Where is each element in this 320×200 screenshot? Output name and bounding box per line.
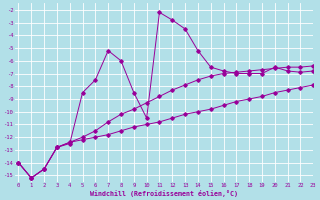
X-axis label: Windchill (Refroidissement éolien,°C): Windchill (Refroidissement éolien,°C) xyxy=(90,190,238,197)
